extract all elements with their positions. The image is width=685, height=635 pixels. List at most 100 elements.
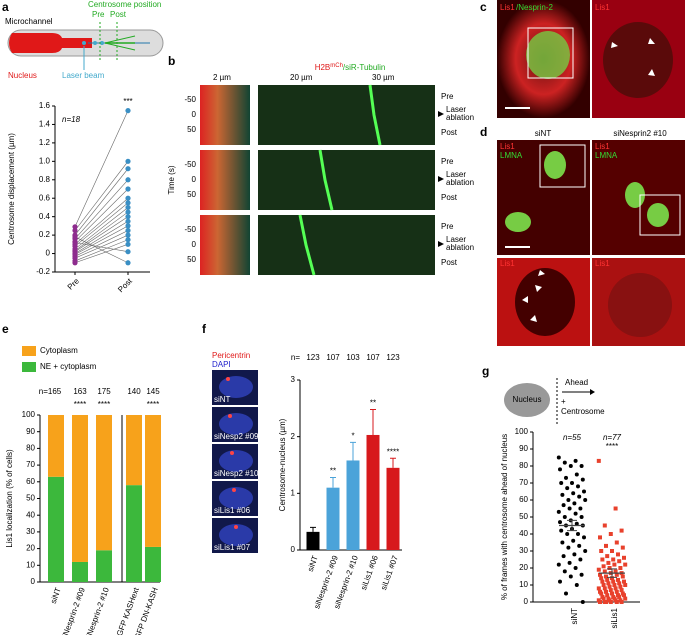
- time-tick-label: 0: [192, 175, 197, 184]
- point: [604, 543, 608, 548]
- point: [599, 549, 604, 553]
- tile-label: siNesp2 #09: [214, 432, 259, 441]
- n-label: 123: [306, 353, 320, 362]
- bar: [306, 531, 320, 550]
- point: [617, 559, 622, 564]
- point: [562, 460, 567, 465]
- point: [623, 583, 628, 587]
- y-axis-label: Centrosome displacement (µm): [7, 133, 16, 245]
- n-label: 145: [146, 387, 160, 396]
- point: [72, 227, 78, 234]
- point: [125, 218, 131, 224]
- point: [623, 562, 628, 567]
- point: [571, 491, 576, 496]
- point: [574, 521, 579, 526]
- point: [605, 554, 610, 559]
- micrographs: [212, 370, 258, 553]
- point: [125, 223, 131, 229]
- point: [578, 557, 583, 562]
- centrosome: [228, 414, 232, 418]
- channel-diagram: [7, 22, 164, 70]
- y-tick-label: 0: [31, 577, 36, 586]
- n-label: 107: [326, 353, 340, 362]
- y-axis-label: Centrosome-nucleus (µm): [278, 418, 287, 511]
- b-title: H2BmCh/siR-Tubulin: [315, 63, 386, 73]
- point: [564, 475, 568, 480]
- y-tick-label: 30: [519, 546, 528, 555]
- pair-line: [74, 242, 129, 253]
- arrowhead: [438, 241, 444, 247]
- point: [605, 593, 610, 598]
- panel-letter: a: [2, 0, 9, 14]
- y-tick-label: 1: [291, 488, 296, 497]
- pair-line: [74, 161, 129, 231]
- point: [604, 600, 608, 604]
- label: DAPI: [212, 360, 231, 369]
- time-tick-label: 50: [187, 190, 196, 199]
- point: [598, 572, 602, 577]
- point: [617, 581, 622, 586]
- point: [612, 583, 617, 587]
- point: [604, 574, 608, 579]
- y-tick-label: 30: [26, 527, 35, 536]
- kymo-track: [368, 84, 382, 146]
- point: [580, 477, 585, 482]
- pair-line: [74, 236, 129, 264]
- y-tick-label: 0: [524, 597, 529, 606]
- label: Lis1: [595, 259, 610, 268]
- kymo-image: [200, 85, 250, 145]
- point: [573, 511, 578, 516]
- point: [571, 538, 576, 543]
- point: [574, 583, 579, 587]
- n-label: 140: [127, 387, 141, 396]
- x-tick-label: siNT: [306, 554, 320, 573]
- label: +: [561, 397, 566, 406]
- y-tick-label: 0.8: [39, 175, 51, 184]
- y-tick-label: 10: [519, 580, 528, 589]
- error-bar: [310, 526, 316, 532]
- pair-line: [74, 221, 129, 254]
- point: [596, 586, 601, 591]
- pair-line: [74, 188, 129, 242]
- bar: [366, 434, 380, 550]
- event-label: Laser: [446, 105, 466, 114]
- time-tick-label: -50: [184, 95, 196, 104]
- y-tick-label: 100: [22, 410, 36, 419]
- event-label: Pre: [441, 92, 454, 101]
- centrosome: [226, 377, 230, 381]
- point: [564, 591, 568, 596]
- point: [125, 158, 131, 164]
- pair-line: [74, 110, 129, 227]
- point: [608, 600, 613, 604]
- pair-line: [74, 179, 129, 240]
- nucleus: [219, 413, 253, 435]
- point: [605, 577, 610, 582]
- significance: ****: [147, 400, 159, 409]
- point: [600, 579, 605, 584]
- point: [568, 464, 573, 468]
- pair-line: [74, 234, 129, 259]
- bar-segment: [72, 415, 88, 562]
- point: [72, 224, 78, 230]
- y-tick-label: 0.4: [39, 212, 51, 221]
- panel-letter: b: [168, 54, 175, 68]
- point: [619, 600, 624, 604]
- significance: *: [351, 431, 354, 440]
- x-tick-label: siLis1 #06: [359, 554, 380, 591]
- point: [560, 492, 565, 497]
- point: [610, 576, 614, 581]
- point: [577, 494, 582, 499]
- event-label: ablation: [446, 243, 474, 252]
- bar: [326, 487, 340, 550]
- tile-label: siNesp2 #10: [214, 469, 259, 478]
- point: [601, 596, 606, 601]
- pair-line: [74, 225, 129, 255]
- point: [619, 588, 624, 593]
- point: [616, 577, 620, 582]
- x-tick-label: Pre: [66, 276, 82, 292]
- n-label: n=165: [39, 387, 62, 396]
- label: /Nesprin-2: [516, 3, 553, 12]
- x-tick-label: siLis1 #07: [379, 554, 400, 591]
- kymo-track: [298, 214, 316, 276]
